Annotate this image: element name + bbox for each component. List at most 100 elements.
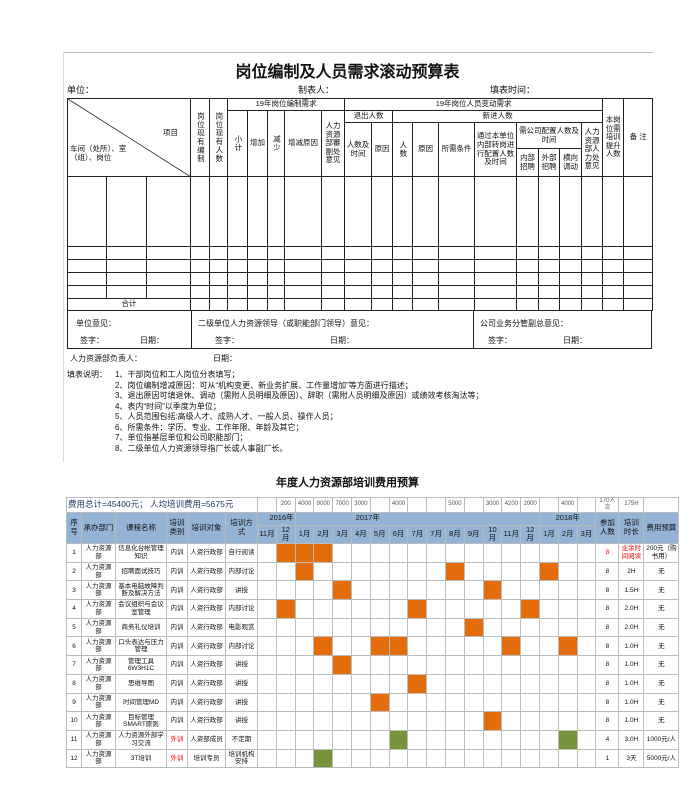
schedule-cell[interactable]	[520, 561, 541, 582]
table-cell[interactable]	[267, 285, 286, 299]
schedule-cell[interactable]	[407, 543, 428, 563]
table-cell[interactable]	[190, 246, 211, 260]
schedule-cell[interactable]	[520, 543, 541, 563]
table-cell[interactable]	[516, 176, 540, 247]
schedule-cell[interactable]	[351, 748, 371, 769]
table-cell[interactable]	[190, 259, 211, 273]
table-cell[interactable]	[516, 285, 540, 299]
schedule-cell[interactable]	[576, 748, 597, 769]
schedule-cell[interactable]	[313, 599, 334, 619]
table-cell[interactable]	[227, 259, 249, 273]
schedule-cell[interactable]	[520, 655, 541, 675]
schedule-cell[interactable]	[257, 617, 277, 638]
schedule-cell-filled[interactable]	[407, 673, 428, 694]
table-cell[interactable]	[267, 176, 286, 247]
schedule-cell[interactable]	[557, 599, 578, 619]
schedule-cell[interactable]	[576, 655, 597, 675]
table-cell[interactable]	[438, 272, 476, 286]
table-cell[interactable]	[371, 259, 394, 273]
schedule-cell[interactable]	[275, 580, 296, 601]
schedule-cell[interactable]	[369, 655, 390, 675]
schedule-cell[interactable]	[332, 729, 353, 750]
schedule-cell[interactable]	[501, 748, 522, 769]
schedule-cell[interactable]	[445, 655, 465, 675]
schedule-cell[interactable]	[388, 655, 409, 675]
schedule-cell[interactable]	[351, 561, 371, 582]
schedule-cell[interactable]	[520, 580, 541, 601]
schedule-cell[interactable]	[501, 599, 522, 619]
schedule-cell[interactable]	[257, 636, 277, 657]
schedule-cell[interactable]	[407, 617, 428, 638]
schedule-cell[interactable]	[332, 599, 353, 619]
table-cell[interactable]	[412, 285, 440, 299]
table-cell[interactable]	[267, 272, 286, 286]
schedule-cell[interactable]	[426, 729, 447, 750]
schedule-cell[interactable]	[426, 561, 447, 582]
schedule-cell-filled[interactable]	[445, 561, 465, 582]
schedule-cell[interactable]	[445, 636, 465, 657]
table-cell[interactable]	[581, 285, 604, 299]
table-cell[interactable]	[67, 272, 107, 286]
schedule-cell[interactable]	[463, 711, 484, 731]
schedule-cell[interactable]	[463, 692, 484, 713]
table-cell[interactable]	[581, 246, 604, 260]
schedule-cell[interactable]	[294, 748, 315, 769]
schedule-cell[interactable]	[426, 673, 447, 694]
schedule-cell[interactable]	[539, 655, 559, 675]
schedule-cell[interactable]	[313, 580, 334, 601]
table-cell[interactable]	[559, 272, 583, 286]
schedule-cell-filled[interactable]	[482, 580, 503, 601]
schedule-cell[interactable]	[369, 599, 390, 619]
schedule-cell[interactable]	[369, 617, 390, 638]
table-cell[interactable]	[623, 259, 654, 273]
schedule-cell[interactable]	[407, 561, 428, 582]
schedule-cell[interactable]	[576, 673, 597, 694]
table-cell[interactable]	[106, 246, 147, 260]
table-cell[interactable]	[247, 246, 269, 260]
schedule-cell[interactable]	[501, 655, 522, 675]
table-cell[interactable]	[371, 246, 394, 260]
schedule-cell[interactable]	[539, 599, 559, 619]
table-cell[interactable]	[209, 246, 229, 260]
schedule-cell[interactable]	[332, 561, 353, 582]
schedule-cell[interactable]	[463, 748, 484, 769]
schedule-cell[interactable]	[576, 580, 597, 601]
schedule-cell[interactable]	[520, 673, 541, 694]
schedule-cell[interactable]	[294, 580, 315, 601]
schedule-cell[interactable]	[275, 655, 296, 675]
schedule-cell[interactable]	[257, 655, 277, 675]
table-cell[interactable]	[412, 246, 440, 260]
table-cell[interactable]	[392, 176, 414, 247]
schedule-cell[interactable]	[445, 673, 465, 694]
schedule-cell[interactable]	[275, 692, 296, 713]
table-cell[interactable]	[344, 285, 373, 299]
schedule-cell[interactable]	[351, 711, 371, 731]
table-cell[interactable]	[474, 285, 518, 299]
table-cell[interactable]	[209, 176, 229, 247]
table-cell[interactable]	[267, 259, 286, 273]
table-cell[interactable]	[227, 285, 249, 299]
schedule-cell[interactable]	[482, 543, 503, 563]
schedule-cell-filled[interactable]	[332, 655, 353, 675]
schedule-cell[interactable]	[482, 617, 503, 638]
table-cell[interactable]	[392, 246, 414, 260]
schedule-cell[interactable]	[482, 673, 503, 694]
schedule-cell[interactable]	[557, 673, 578, 694]
schedule-cell-filled[interactable]	[482, 711, 503, 731]
schedule-cell-filled[interactable]	[313, 636, 334, 657]
table-cell[interactable]	[209, 285, 229, 299]
schedule-cell[interactable]	[407, 748, 428, 769]
schedule-cell[interactable]	[557, 580, 578, 601]
schedule-cell[interactable]	[351, 636, 371, 657]
table-cell[interactable]	[623, 246, 654, 260]
schedule-cell-filled[interactable]	[294, 543, 315, 563]
schedule-cell[interactable]	[557, 711, 578, 731]
table-cell[interactable]	[438, 246, 476, 260]
schedule-cell[interactable]	[369, 561, 390, 582]
schedule-cell[interactable]	[501, 543, 522, 563]
schedule-cell[interactable]	[445, 711, 465, 731]
schedule-cell[interactable]	[539, 729, 559, 750]
schedule-cell[interactable]	[294, 599, 315, 619]
schedule-cell[interactable]	[257, 729, 277, 750]
schedule-cell[interactable]	[351, 617, 371, 638]
